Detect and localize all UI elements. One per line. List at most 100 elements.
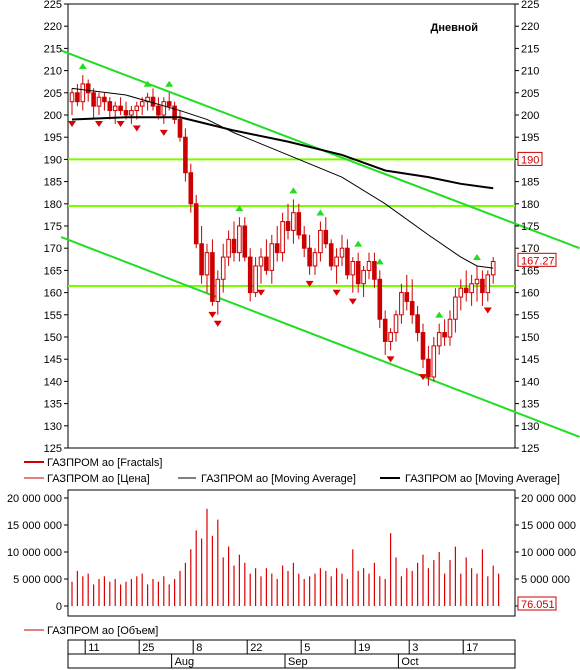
candle bbox=[345, 239, 350, 280]
volume-tick-label: 10 000 000 bbox=[521, 547, 576, 559]
price-tick-label: 170 bbox=[44, 243, 62, 255]
candle bbox=[447, 310, 453, 346]
candle-body bbox=[382, 318, 388, 342]
volume-plot-area bbox=[67, 489, 516, 617]
day-tick-label: 3 bbox=[412, 642, 418, 654]
fractal-down-marker bbox=[68, 121, 76, 127]
price-tick-label: 205 bbox=[521, 88, 539, 100]
price-tick-label: 140 bbox=[44, 376, 62, 388]
legend-label-ma-thin: ГАЗПРОМ ао [Moving Average] bbox=[201, 473, 356, 485]
day-tick-label: 11 bbox=[88, 642, 99, 654]
candle-body bbox=[210, 252, 215, 302]
candle-body bbox=[318, 229, 323, 254]
candle-body bbox=[355, 261, 361, 285]
candle-body bbox=[420, 332, 426, 360]
candle bbox=[350, 257, 356, 293]
candle-body bbox=[150, 96, 156, 107]
price-tick-label: 195 bbox=[44, 132, 62, 144]
candle bbox=[269, 234, 275, 284]
price-tick-label: 205 bbox=[44, 88, 62, 100]
fractal-down-marker bbox=[95, 121, 103, 127]
candle bbox=[431, 337, 437, 382]
candle-body bbox=[139, 101, 145, 107]
last-price-tag-label: 167.27 bbox=[521, 255, 555, 267]
candle-body bbox=[285, 221, 291, 231]
price-tick-label: 185 bbox=[44, 177, 62, 189]
candle bbox=[285, 203, 291, 240]
candle bbox=[474, 265, 480, 302]
candle bbox=[334, 248, 339, 284]
candle bbox=[469, 274, 474, 306]
candle bbox=[318, 221, 323, 262]
candle-body bbox=[107, 101, 113, 112]
candle-body bbox=[442, 332, 447, 338]
last-price-tag bbox=[517, 252, 557, 267]
candle-body bbox=[393, 314, 399, 334]
fractal-down-marker bbox=[213, 320, 222, 327]
candle bbox=[274, 226, 280, 262]
volume-tick-label: 0 bbox=[56, 601, 62, 613]
candle bbox=[485, 270, 491, 302]
candle bbox=[420, 323, 426, 369]
candle bbox=[107, 97, 113, 120]
candle-body bbox=[453, 296, 458, 320]
candle-body bbox=[404, 292, 410, 302]
candle bbox=[307, 234, 312, 275]
candle bbox=[188, 163, 194, 213]
volume-tick-label: 20 000 000 bbox=[7, 493, 62, 505]
candle-body bbox=[215, 278, 221, 302]
price-tick-label: 190 bbox=[44, 154, 62, 166]
candle-body bbox=[264, 256, 269, 271]
price-tick-label: 145 bbox=[521, 354, 539, 366]
day-tick-label: 22 bbox=[250, 642, 262, 654]
price-tick-label: 220 bbox=[521, 21, 539, 33]
price-tick-label: 135 bbox=[521, 399, 539, 411]
fractal-up-marker bbox=[316, 209, 325, 216]
candle-body bbox=[291, 212, 296, 231]
candle-body bbox=[269, 243, 275, 271]
candle bbox=[323, 217, 329, 249]
candle bbox=[150, 88, 156, 111]
price-tick-label: 215 bbox=[521, 43, 539, 55]
candle-body bbox=[75, 92, 80, 103]
candle bbox=[161, 97, 167, 124]
fractal-down-marker bbox=[257, 289, 265, 296]
price-tick-label: 155 bbox=[44, 310, 62, 322]
fractal-down-marker bbox=[348, 298, 357, 305]
price-tick-label: 125 bbox=[521, 443, 539, 455]
candle bbox=[193, 194, 199, 249]
candle bbox=[96, 92, 102, 115]
price-tick-label: 160 bbox=[521, 288, 539, 300]
day-tick-label: 8 bbox=[196, 642, 202, 654]
candle bbox=[480, 270, 485, 306]
candle-body bbox=[258, 256, 264, 267]
price-tick-label: 150 bbox=[521, 332, 539, 344]
candle-body bbox=[312, 252, 318, 267]
candle-body bbox=[220, 256, 226, 280]
candle-body bbox=[328, 243, 334, 267]
candle bbox=[442, 319, 447, 346]
candle bbox=[415, 305, 420, 342]
price-tick-label: 195 bbox=[521, 132, 539, 144]
candle-body bbox=[474, 278, 480, 285]
candle-body bbox=[458, 287, 464, 298]
level-price-tag bbox=[517, 151, 543, 166]
candle bbox=[215, 270, 221, 315]
candle-body bbox=[399, 292, 404, 316]
candle-body bbox=[426, 358, 431, 378]
price-tick-label: 130 bbox=[44, 421, 62, 433]
candle-body bbox=[339, 247, 345, 258]
candle bbox=[453, 288, 458, 333]
volume-last-tag-label: 76.051 bbox=[521, 599, 555, 611]
candle bbox=[91, 88, 96, 120]
candle-body bbox=[296, 212, 302, 236]
candle bbox=[204, 243, 210, 293]
price-tick-label: 170 bbox=[521, 243, 539, 255]
candle-body bbox=[85, 83, 91, 94]
candle-body bbox=[323, 229, 329, 245]
candle bbox=[177, 110, 183, 142]
fractal-up-marker bbox=[473, 253, 481, 260]
candle bbox=[409, 279, 415, 324]
candle-body bbox=[91, 92, 96, 107]
candle bbox=[280, 212, 285, 262]
